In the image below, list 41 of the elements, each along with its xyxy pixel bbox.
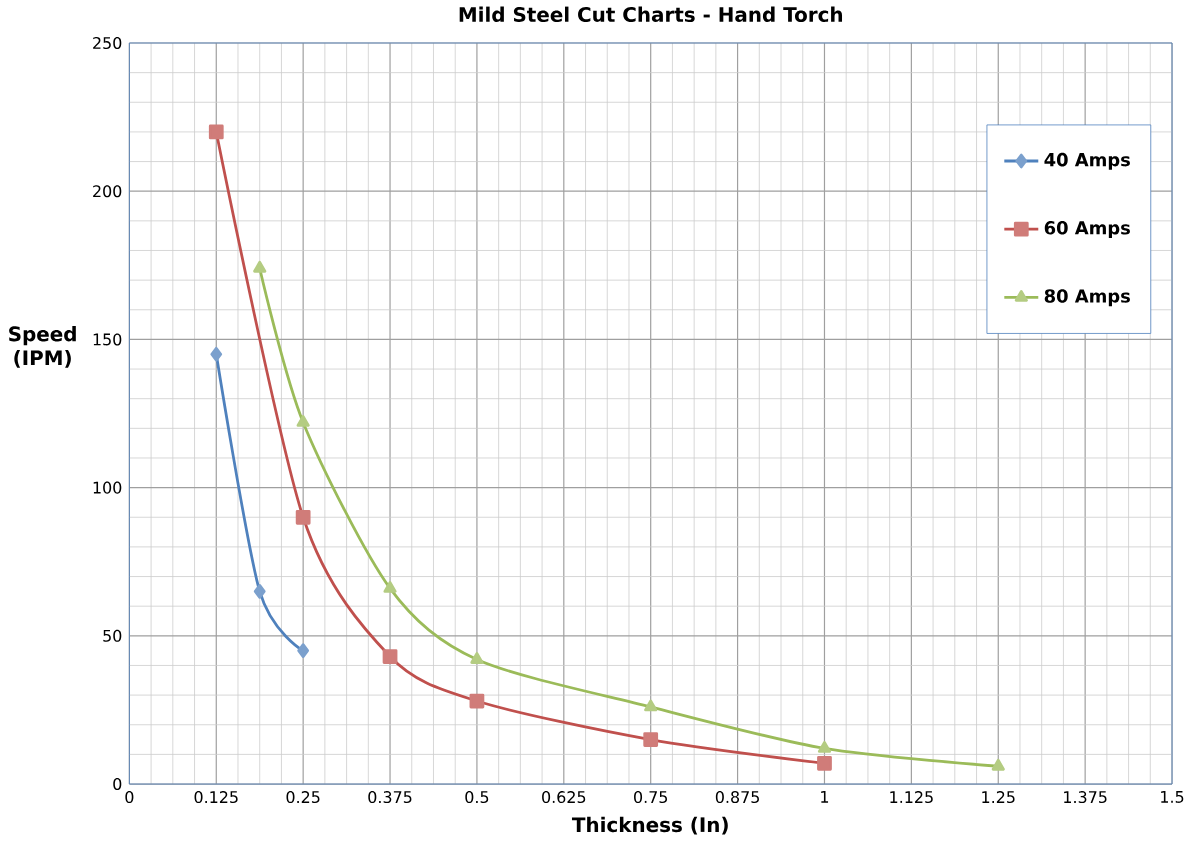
point (469, 693, 485, 709)
point (383, 581, 397, 593)
y-axis-title: Speed (IPM) (9, 326, 76, 368)
legend-label: 60 Amps (1044, 221, 1130, 239)
point (296, 415, 310, 427)
x-tick-label: 0 (125, 791, 134, 804)
x-tick-label: 1 (821, 791, 829, 803)
point (210, 346, 223, 362)
x-tick-label: 0.125 (194, 791, 238, 804)
x-tick-label: 1.25 (982, 791, 1015, 804)
x-tick-label: 1.5 (1161, 791, 1184, 803)
y-tick-label: 100 (93, 481, 122, 494)
y-tick-label: 250 (93, 36, 122, 50)
chart-title: Mild Steel Cut Charts - Hand Torch (459, 6, 843, 23)
point (644, 699, 658, 712)
y-tick-label: 50 (103, 629, 122, 642)
x-tick-label: 0.625 (542, 791, 586, 804)
legend-label: 40 Amps (1044, 152, 1130, 170)
x-tick-label: 1.375 (1064, 791, 1107, 804)
x-axis-title: Thickness (In) (571, 816, 728, 835)
point (297, 643, 310, 659)
y-tick-label: 200 (93, 185, 122, 198)
point (253, 260, 267, 273)
point (470, 652, 484, 664)
x-tick-label: 0.375 (368, 791, 412, 804)
x-tick-label: 0.875 (715, 791, 759, 804)
y-tick-label: 0 (113, 778, 122, 791)
y-tick-label: 150 (93, 333, 122, 346)
point (208, 124, 224, 140)
x-tick-label: 0.75 (634, 791, 668, 804)
point (382, 649, 398, 664)
point (643, 732, 659, 747)
x-tick-label: 1.125 (890, 791, 933, 804)
point (817, 755, 832, 771)
legend-label: 80 Amps (1044, 289, 1130, 307)
x-tick-label: 0.5 (465, 791, 489, 804)
point (817, 741, 832, 753)
x-tick-label: 0.25 (286, 791, 320, 804)
point (991, 758, 1005, 771)
point (253, 584, 266, 599)
point (295, 509, 311, 525)
